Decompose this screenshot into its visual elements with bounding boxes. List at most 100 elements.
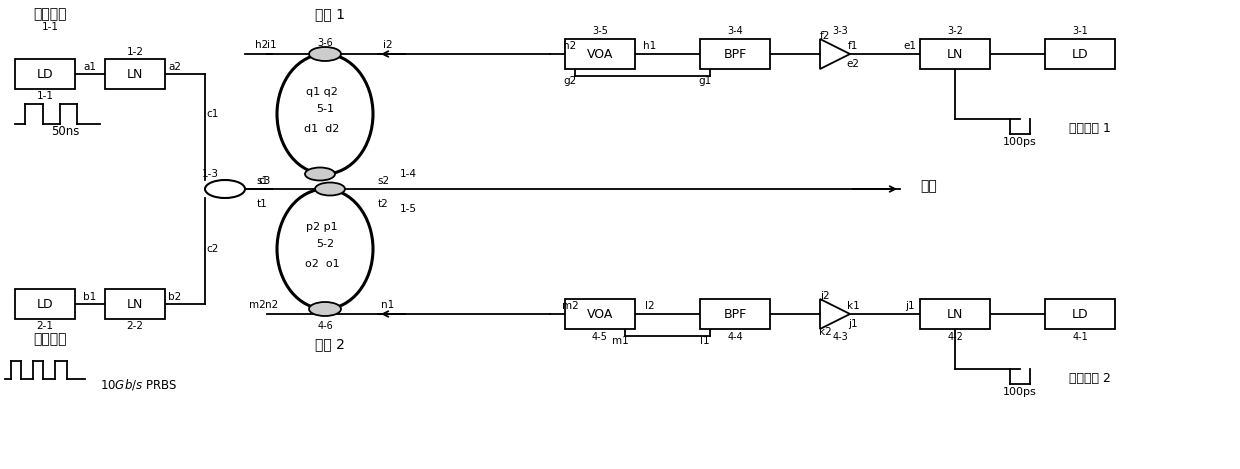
Text: a1: a1 — [83, 62, 97, 72]
Text: 分组数据: 分组数据 — [33, 332, 67, 346]
Text: BPF: BPF — [723, 308, 746, 320]
Text: 1-5: 1-5 — [399, 204, 417, 214]
Text: c2: c2 — [207, 244, 219, 254]
Ellipse shape — [205, 180, 246, 198]
Text: l2: l2 — [645, 301, 655, 311]
Text: 4-5: 4-5 — [591, 332, 608, 342]
Bar — [565, 39, 635, 69]
Text: l1: l1 — [701, 336, 709, 346]
Text: 3-5: 3-5 — [591, 26, 608, 36]
Text: 1-2: 1-2 — [126, 47, 144, 57]
Bar — [701, 39, 770, 69]
Bar — [701, 299, 770, 329]
Text: e1: e1 — [904, 41, 916, 51]
Text: 3-2: 3-2 — [947, 26, 963, 36]
Text: 5-2: 5-2 — [316, 239, 334, 249]
Text: 写入信号 1: 写入信号 1 — [1069, 122, 1111, 136]
Text: t1: t1 — [257, 199, 268, 209]
Text: 4-2: 4-2 — [947, 332, 963, 342]
Text: 4-6: 4-6 — [317, 321, 332, 331]
Text: g2: g2 — [563, 76, 577, 86]
Text: LD: LD — [37, 297, 53, 310]
Bar — [105, 289, 165, 319]
Text: j1: j1 — [905, 301, 915, 311]
Text: 2-2: 2-2 — [126, 321, 144, 331]
Ellipse shape — [309, 47, 341, 61]
Text: $10Gb/s$ PRBS: $10Gb/s$ PRBS — [100, 378, 177, 393]
Bar — [920, 299, 990, 329]
Text: 4-4: 4-4 — [727, 332, 743, 342]
Text: 100ps: 100ps — [1003, 387, 1037, 397]
Text: 偏置信号: 偏置信号 — [33, 7, 67, 21]
Text: n2: n2 — [265, 301, 279, 310]
Text: 1-1: 1-1 — [36, 91, 53, 101]
Text: s2: s2 — [377, 176, 389, 186]
Text: 50ns: 50ns — [51, 126, 79, 138]
Text: 4-1: 4-1 — [1073, 332, 1087, 342]
Text: LD: LD — [37, 68, 53, 81]
Text: h1: h1 — [644, 41, 657, 51]
Bar — [15, 59, 74, 89]
Text: 3-3: 3-3 — [832, 26, 848, 36]
Ellipse shape — [309, 302, 341, 316]
Bar — [105, 59, 165, 89]
Text: k1: k1 — [847, 301, 859, 311]
Text: j2: j2 — [820, 291, 830, 301]
Text: 直通: 直通 — [920, 179, 936, 193]
Text: m2: m2 — [249, 301, 265, 310]
Text: 2-1: 2-1 — [36, 321, 53, 331]
Text: LN: LN — [947, 308, 963, 320]
Text: LD: LD — [1071, 47, 1089, 61]
Ellipse shape — [315, 182, 345, 196]
Text: q1 q2: q1 q2 — [306, 87, 339, 97]
Text: k2: k2 — [818, 327, 831, 337]
Ellipse shape — [305, 167, 335, 181]
Text: c3: c3 — [259, 176, 272, 186]
Text: j1: j1 — [848, 319, 858, 329]
Text: m2: m2 — [562, 301, 578, 311]
Text: VOA: VOA — [587, 47, 614, 61]
Text: n1: n1 — [382, 301, 394, 310]
Text: h2: h2 — [563, 41, 577, 51]
Bar — [1045, 39, 1115, 69]
Text: 3-6: 3-6 — [317, 38, 332, 48]
Text: b2: b2 — [169, 292, 181, 302]
Text: 100ps: 100ps — [1003, 137, 1037, 147]
Text: s1: s1 — [255, 176, 268, 186]
Text: LN: LN — [126, 68, 143, 81]
Text: 3-4: 3-4 — [727, 26, 743, 36]
Text: 1-1: 1-1 — [41, 22, 58, 32]
Text: o2  o1: o2 o1 — [305, 259, 340, 269]
Text: LD: LD — [1071, 308, 1089, 320]
Text: 下路 2: 下路 2 — [315, 337, 345, 351]
Bar — [15, 289, 74, 319]
Text: p2 p1: p2 p1 — [306, 222, 337, 232]
Text: f1: f1 — [848, 41, 858, 51]
Text: 3-1: 3-1 — [1073, 26, 1087, 36]
Text: 4-3: 4-3 — [832, 332, 848, 342]
Bar — [565, 299, 635, 329]
Text: e2: e2 — [847, 59, 859, 69]
Text: 5-1: 5-1 — [316, 104, 334, 114]
Text: d1  d2: d1 d2 — [304, 124, 340, 134]
Text: 下路 1: 下路 1 — [315, 7, 345, 21]
Text: c1: c1 — [207, 109, 219, 119]
Text: LN: LN — [126, 297, 143, 310]
Text: 1-4: 1-4 — [399, 169, 417, 179]
Text: 1-3: 1-3 — [201, 169, 218, 179]
Text: a2: a2 — [169, 62, 181, 72]
Text: i1: i1 — [267, 40, 277, 51]
Bar — [1045, 299, 1115, 329]
Text: 写入信号 2: 写入信号 2 — [1069, 372, 1111, 386]
Bar — [920, 39, 990, 69]
Text: LN: LN — [947, 47, 963, 61]
Text: h2: h2 — [255, 40, 269, 51]
Text: i2: i2 — [383, 40, 393, 51]
Text: f2: f2 — [820, 31, 831, 41]
Text: b1: b1 — [83, 292, 97, 302]
Text: g1: g1 — [698, 76, 712, 86]
Text: VOA: VOA — [587, 308, 614, 320]
Text: m1: m1 — [611, 336, 629, 346]
Text: t2: t2 — [378, 199, 388, 209]
Text: BPF: BPF — [723, 47, 746, 61]
